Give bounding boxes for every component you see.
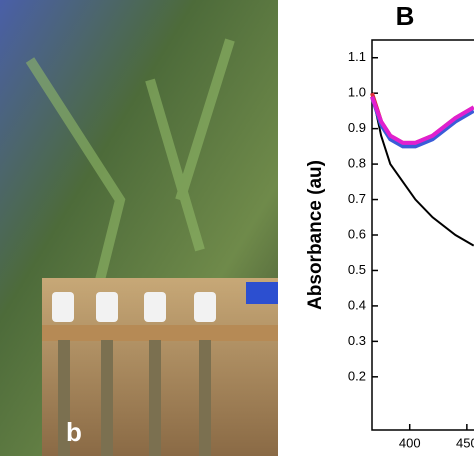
y-tick-label: 1.1 bbox=[348, 49, 366, 64]
x-tick-label: 450 bbox=[456, 435, 474, 450]
y-tick-label: 0.8 bbox=[348, 156, 366, 171]
plot-frame bbox=[371, 39, 474, 431]
y-tick-label: 0.2 bbox=[348, 368, 366, 383]
x-tick-label: 400 bbox=[399, 435, 421, 450]
rack-bar bbox=[42, 325, 278, 341]
y-tick-label: 1.0 bbox=[348, 85, 366, 100]
inset-label: b bbox=[66, 417, 82, 447]
y-tick-label: 0.6 bbox=[348, 226, 366, 241]
data-line bbox=[370, 96, 474, 145]
y-tick-label: 0.7 bbox=[348, 191, 366, 206]
photo: b bbox=[0, 0, 278, 456]
blue-cap bbox=[246, 282, 278, 304]
panel-label: B bbox=[396, 1, 415, 31]
y-tick-label: 0.4 bbox=[348, 297, 366, 312]
tubes bbox=[58, 340, 211, 456]
tube-caps bbox=[52, 292, 216, 322]
y-tick-label: 0.5 bbox=[348, 262, 366, 277]
y-tick-label: 0.9 bbox=[348, 120, 366, 135]
y-axis-label: Absorbance (au) bbox=[305, 160, 326, 310]
data-line bbox=[371, 92, 474, 247]
y-tick-label: 0.3 bbox=[348, 333, 366, 348]
